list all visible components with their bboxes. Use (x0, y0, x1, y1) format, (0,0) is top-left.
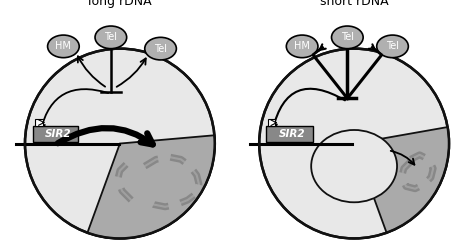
FancyBboxPatch shape (266, 126, 313, 142)
FancyBboxPatch shape (268, 119, 275, 126)
Circle shape (259, 49, 449, 238)
FancyBboxPatch shape (33, 126, 78, 142)
Ellipse shape (311, 130, 397, 202)
Text: Tel: Tel (154, 44, 167, 54)
Text: Tel: Tel (386, 41, 399, 51)
Text: Tel: Tel (341, 32, 354, 42)
Text: Tel: Tel (104, 32, 118, 42)
Text: SIR2: SIR2 (279, 129, 305, 139)
Ellipse shape (377, 35, 408, 58)
Polygon shape (354, 127, 449, 233)
Title: long rDNA: long rDNA (88, 0, 152, 8)
Text: HM: HM (55, 41, 71, 51)
FancyBboxPatch shape (35, 119, 43, 126)
Polygon shape (87, 135, 215, 238)
Ellipse shape (145, 37, 176, 60)
Text: SIR2: SIR2 (45, 129, 71, 139)
Ellipse shape (331, 26, 363, 49)
Ellipse shape (95, 26, 127, 49)
Title: short rDNA: short rDNA (320, 0, 388, 8)
Text: HM: HM (294, 41, 310, 51)
Circle shape (25, 49, 215, 238)
Ellipse shape (286, 35, 318, 58)
Ellipse shape (47, 35, 79, 58)
